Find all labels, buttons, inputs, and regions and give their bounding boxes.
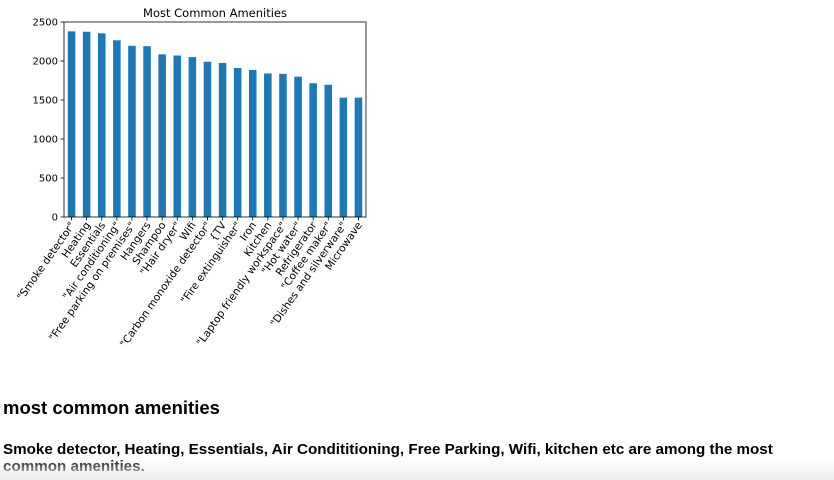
bar — [143, 46, 151, 218]
bar — [218, 62, 227, 218]
bar — [279, 73, 287, 218]
bar — [203, 61, 212, 217]
bar — [233, 68, 242, 218]
chart-title: Most Common Amenities — [143, 6, 287, 20]
bar — [354, 97, 363, 217]
bar — [264, 73, 272, 217]
section-heading: most common amenities — [3, 397, 220, 418]
bar — [324, 84, 333, 217]
bar — [339, 97, 348, 217]
bar — [82, 31, 91, 217]
plot-frame — [63, 21, 367, 218]
y-tick-label: 500 — [39, 174, 58, 185]
bar — [113, 40, 121, 217]
bar — [294, 76, 302, 217]
bar — [188, 57, 197, 217]
bar — [158, 54, 166, 218]
y-tick-label: 1000 — [33, 135, 58, 146]
y-tick-label: 1500 — [33, 96, 58, 107]
bar — [67, 31, 76, 217]
bar — [128, 45, 136, 217]
bar-chart: Most Common Amenities 0 500 1000 1500 2000 250… — [15, 6, 367, 350]
summary-paragraph: Smoke detector, Heating, Essentials, Air… — [3, 441, 773, 475]
bar — [97, 33, 106, 218]
y-tick-label: 0 — [52, 213, 58, 224]
bar — [309, 83, 317, 217]
y-tick-label: 2500 — [33, 18, 58, 29]
bar — [248, 69, 257, 217]
y-tick-label: 2000 — [33, 57, 58, 68]
chart-svg: Most Common Amenities 0 500 1000 1500 2000 250… — [15, 6, 367, 350]
bar — [173, 55, 182, 217]
